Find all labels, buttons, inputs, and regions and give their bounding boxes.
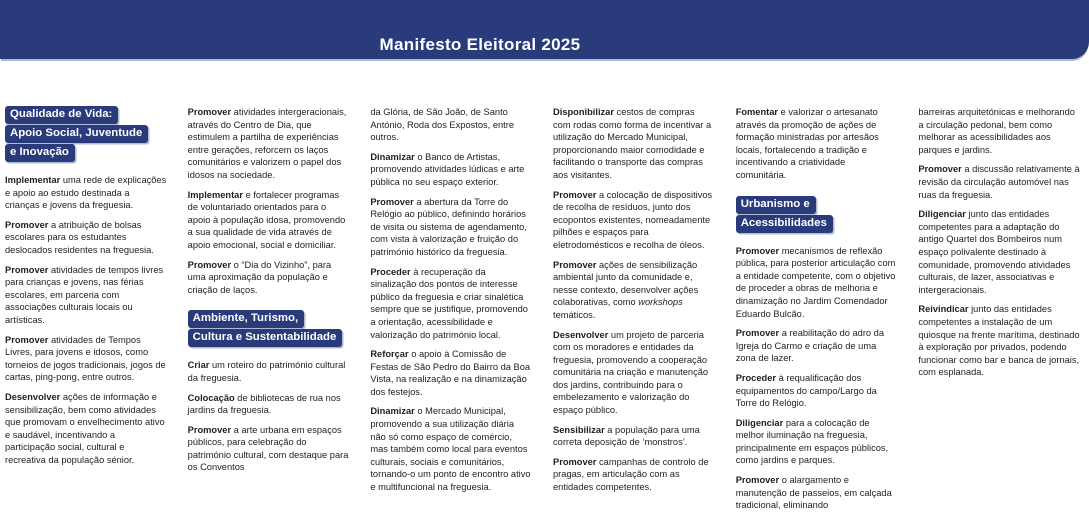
paragraph-lead-word: Implementar — [187, 189, 243, 200]
paragraph-lead-word: Promover — [187, 259, 232, 270]
paragraph-lead-word: Proceder — [370, 266, 411, 277]
manifesto-paragraph: Promover o alargamento e manutenção de p… — [735, 475, 892, 511]
paragraph-lead-word: Reivindicar — [918, 304, 969, 315]
manifesto-columns: Qualidade de Vida: Apoio Social, Juventud… — [0, 106, 1089, 519]
section-heading-line: Apoio Social, Juventude — [5, 125, 149, 143]
manifesto-paragraph: Disponibilizar cestos de compras com rod… — [553, 107, 712, 180]
manifesto-paragraph: Promover a arte urbana em espaços públic… — [187, 424, 349, 473]
manifesto-paragraph: Reforçar o apoio à Comissão de Festas de… — [370, 349, 531, 397]
paragraph-lead-word: Promover — [5, 334, 49, 345]
manifesto-paragraph: barreiras arquitetónicas e melhorando a … — [918, 107, 1075, 155]
manifesto-paragraph: Promover atividades intergeracionais, at… — [187, 107, 347, 180]
manifesto-paragraph: Colocação de bibliotecas de rua nos jard… — [187, 392, 341, 416]
paragraph-lead-word: Desenvolver — [553, 329, 609, 340]
paragraph-lead-word: Implementar — [5, 175, 61, 185]
section-heading-row: Urbanismo e — [735, 195, 898, 215]
manifesto-paragraph: Promover a reabilitação do adro da Igrej… — [735, 328, 885, 364]
section-heading-row: Qualidade de Vida: — [5, 106, 167, 125]
manifesto-paragraph: Proceder à recuperação da sinalização do… — [370, 266, 528, 340]
paragraph-lead-word: Promover — [735, 328, 780, 339]
section-heading-line: Ambiente, Turismo, — [187, 310, 305, 329]
manifesto-paragraph: Criar um roteiro do património cultural … — [187, 360, 346, 383]
paragraph-lead-word: Diligenciar — [918, 209, 966, 220]
manifesto-paragraph: Promover atividades de Tempos Livres, pa… — [5, 334, 166, 383]
manifesto-paragraph: Promover mecanismos de reflexão pública,… — [735, 245, 896, 319]
section-heading-line: Urbanismo e — [735, 195, 816, 214]
column-1: Qualidade de Vida: Apoio Social, Juventud… — [5, 106, 167, 473]
section-heading: Urbanismo e Acessibilidades — [735, 195, 898, 234]
manifesto-paragraph: Promover ações de sensibilização ambient… — [553, 259, 699, 320]
manifesto-paragraph: Reivindicar junto das entidades competen… — [918, 304, 1080, 378]
column-3: da Glória, de São João, de Santo António… — [370, 106, 532, 501]
section-heading-line: e Inovação — [5, 144, 75, 162]
column-5: Fomentar e valorizar o artesanato atravé… — [735, 106, 898, 519]
section-heading-line: Cultura e Sustentabilidade — [187, 329, 343, 348]
paragraph-lead-word: Disponibilizar — [553, 107, 614, 117]
column-6: barreiras arquitetónicas e melhorando a … — [918, 106, 1080, 386]
paragraph-lead-word: Promover — [553, 189, 597, 200]
column-2: Promover atividades intergeracionais, at… — [187, 106, 350, 481]
manifesto-paragraph: Promover a abertura da Torre do Relógio … — [370, 196, 527, 257]
manifesto-paragraph: Promover atividades de tempos livres par… — [5, 264, 164, 325]
paragraph-lead-word: Dinamizar — [370, 406, 415, 417]
paragraph-lead-word: Promover — [5, 219, 49, 230]
paragraph-lead-word: Promover — [5, 264, 49, 275]
manifesto-paragraph: Desenvolver um projeto de parceria com o… — [553, 329, 709, 416]
paragraph-lead-word: Diligenciar — [735, 417, 784, 428]
paragraph-lead-word: Promover — [553, 456, 597, 467]
title-bar: Manifesto Eleitoral 2025 — [0, 0, 1089, 59]
manifesto-paragraph: Promover campanhas de controlo de pragas… — [553, 456, 709, 493]
manifesto-paragraph: Dinamizar o Mercado Municipal, promovend… — [370, 406, 531, 493]
section-heading-row: Ambiente, Turismo, — [187, 310, 350, 329]
manifesto-paragraph: Promover a colocação de dispositivos de … — [553, 189, 713, 250]
manifesto-paragraph: Promover o “Dia do Vizinho”, para uma ap… — [187, 259, 332, 295]
paragraph-lead-word: Proceder — [735, 372, 776, 383]
paragraph-lead-word: Promover — [735, 475, 780, 486]
manifesto-paragraph: Proceder à requalificação dos equipament… — [735, 372, 877, 409]
paragraph-lead-word: Desenvolver — [5, 391, 61, 402]
column-4: Disponibilizar cestos de compras com rod… — [553, 106, 715, 501]
manifesto-paragraph: Diligenciar para a colocação de melhor i… — [735, 417, 889, 466]
paragraph-lead-word: Promover — [735, 245, 780, 256]
section-heading-row: Acessibilidades — [735, 214, 898, 234]
paragraph-lead-word: Reforçar — [370, 349, 409, 360]
paragraph-lead-word: Promover — [187, 424, 232, 435]
section-heading: Qualidade de Vida: Apoio Social, Juventud… — [5, 106, 167, 163]
manifesto-paragraph: Sensibilizar a população para uma corret… — [553, 424, 700, 448]
section-heading-line: Qualidade de Vida: — [5, 106, 119, 124]
paragraph-lead-word: Promover — [918, 164, 962, 175]
manifesto-paragraph: Implementar e fortalecer programas de vo… — [187, 189, 346, 250]
paragraph-lead-word: Promover — [187, 107, 232, 117]
page-title: Manifesto Eleitoral 2025 — [379, 35, 581, 54]
manifesto-paragraph: Promover a atribuição de bolsas escolare… — [5, 219, 154, 255]
paragraph-lead-word: Colocação — [187, 392, 235, 403]
section-heading-row: Apoio Social, Juventude — [5, 125, 167, 144]
section-heading-line: Acessibilidades — [735, 214, 833, 233]
section-heading-row: Cultura e Sustentabilidade — [187, 329, 350, 348]
manifesto-paragraph: Dinamizar o Banco de Artistas, promovend… — [370, 151, 525, 187]
manifesto-paragraph: Desenvolver ações de informação e sensib… — [5, 391, 165, 465]
manifesto-paragraph: Implementar uma rede de explicações e ap… — [5, 175, 167, 211]
paragraph-lead-word: Sensibilizar — [553, 424, 605, 435]
paragraph-lead-word: Dinamizar — [370, 151, 415, 162]
paragraph-lead-word: Promover — [370, 196, 414, 207]
paragraph-lead-word: Fomentar — [735, 107, 779, 117]
manifesto-paragraph: Diligenciar junto das entidades competen… — [918, 209, 1071, 295]
manifesto-paragraph: Promover a discussão relativamente à rev… — [918, 164, 1080, 200]
section-heading-row: e Inovação — [5, 144, 167, 163]
paragraph-lead-word: Promover — [553, 259, 597, 270]
manifesto-paragraph: da Glória, de São João, de Santo António… — [370, 107, 515, 143]
paragraph-lead-word: Criar — [187, 360, 210, 371]
section-heading: Ambiente, Turismo, Cultura e Sustentabili… — [187, 310, 350, 348]
manifesto-paragraph: Fomentar e valorizar o artesanato atravé… — [735, 107, 879, 180]
